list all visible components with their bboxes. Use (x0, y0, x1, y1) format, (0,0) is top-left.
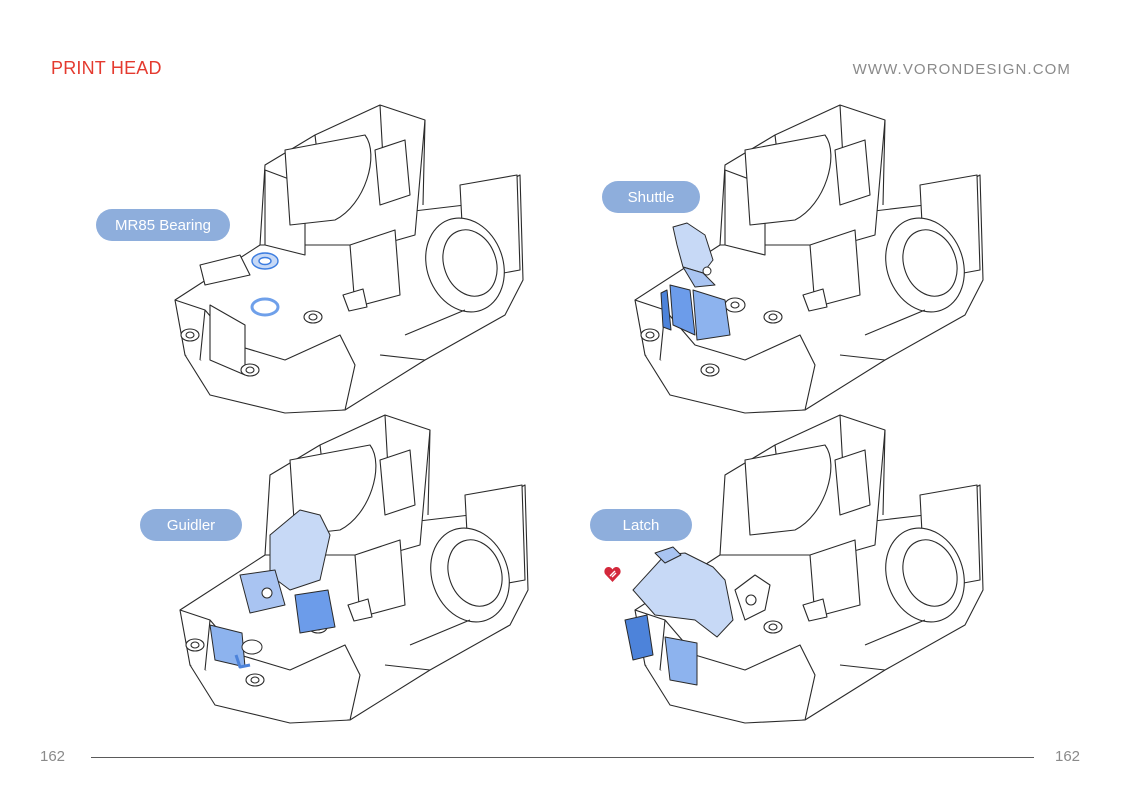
callout-latch: Latch (590, 509, 692, 541)
callout-mr85-bearing: MR85 Bearing (96, 209, 230, 241)
figure-guidler (170, 405, 530, 735)
figure-mr85-bearing (165, 95, 525, 425)
footer-divider (91, 757, 1034, 758)
figure-shuttle (625, 95, 985, 425)
page-number-right: 162 (1055, 748, 1081, 765)
print-head-housing-illustration (174, 104, 524, 414)
page-number-left: 162 (40, 748, 66, 765)
callout-shuttle: Shuttle (602, 181, 700, 213)
website-url: WWW.VORONDESIGN.COM (852, 61, 1071, 78)
callout-guidler: Guidler (140, 509, 242, 541)
page-title: PRINT HEAD (51, 58, 162, 78)
figure-latch (624, 405, 985, 735)
print-head-housing-illustration (179, 414, 529, 724)
heart-badge-icon (604, 566, 621, 583)
print-head-housing-illustration (624, 414, 984, 724)
print-head-housing-illustration (634, 104, 984, 414)
